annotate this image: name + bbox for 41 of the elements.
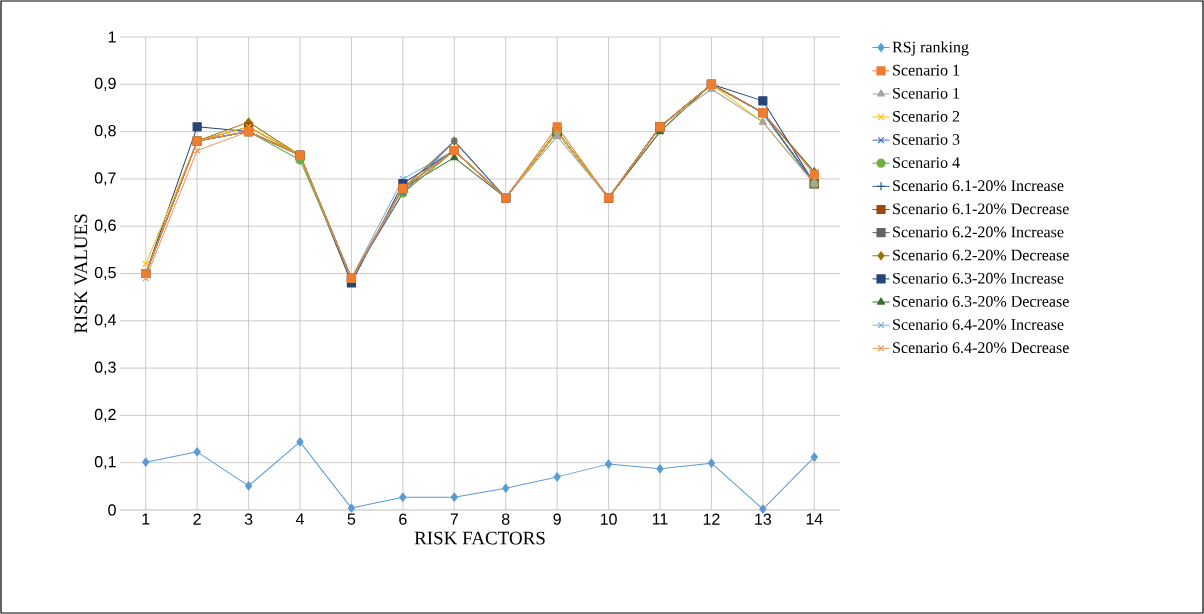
y-tick-label: 0,6 (94, 219, 116, 233)
legend-label: Scenario 6.4-20% Increase (893, 319, 1064, 330)
x-tick-label: 10 (600, 513, 617, 525)
x-tick-label: 3 (244, 513, 253, 525)
x-tick-label: 9 (553, 513, 561, 525)
legend-label: Scenario 3 (893, 134, 960, 145)
legend-label: Scenario 6.1-20% Increase (893, 180, 1064, 192)
legend-label: Scenario 6.2-20% Decrease (893, 249, 1069, 261)
y-axis-title: RISK VALUES (74, 214, 88, 334)
legend-label: RSj ranking (892, 41, 969, 56)
y-tick-label: 0,7 (94, 172, 116, 186)
y-tick-label: 0,4 (94, 314, 116, 328)
x-tick-label: 1 (142, 513, 150, 525)
legend-label: Scenario 6.3-20% Increase (893, 272, 1064, 284)
legend-label: Scenario 2 (893, 111, 960, 122)
x-axis-title: RISK FACTORS (414, 531, 545, 545)
x-tick-label: 5 (347, 513, 356, 525)
y-tick-label: 0,3 (94, 361, 116, 375)
y-tick-label: 0,1 (94, 456, 116, 470)
x-tick-label: 12 (703, 513, 720, 525)
legend-label: Scenario 6.4-20% Decrease (893, 342, 1069, 354)
x-tick-label: 11 (652, 513, 668, 525)
y-tick-label: 0,5 (94, 266, 116, 281)
x-tick-label: 6 (399, 513, 407, 525)
x-tick-label: 8 (501, 513, 510, 525)
legend-label: Scenario 4 (893, 157, 960, 168)
x-tick-label: 13 (755, 513, 772, 525)
y-tick-label: 0 (108, 504, 116, 516)
x-tick-label: 7 (450, 513, 458, 525)
x-tick-label: 2 (193, 513, 201, 525)
y-tick-label: 1 (108, 31, 116, 43)
y-tick-label: 0,8 (94, 124, 116, 139)
y-tick-label: 0,9 (94, 77, 116, 91)
x-tick-label: 4 (295, 513, 304, 525)
legend-label: Scenario 1 (893, 87, 960, 99)
legend-label: Scenario 6.1-20% Decrease (893, 203, 1069, 215)
legend-label: Scenario 1 (893, 64, 960, 76)
x-tick-label: 14 (806, 513, 823, 525)
legend-label: Scenario 6.3-20% Decrease (893, 295, 1069, 307)
y-tick-label: 0,2 (94, 408, 116, 422)
legend-label: Scenario 6.2-20% Increase (893, 226, 1064, 238)
